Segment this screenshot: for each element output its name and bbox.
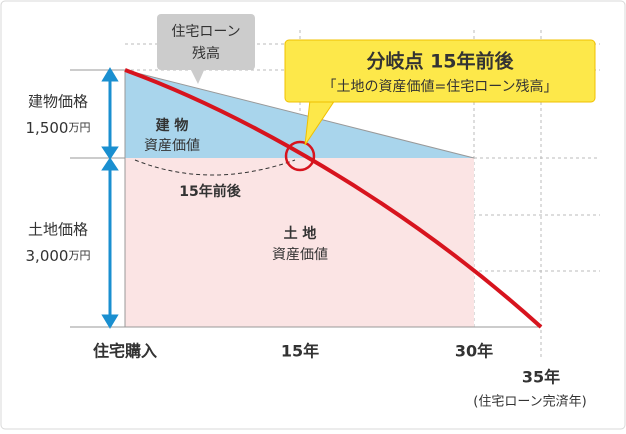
break-title: 分岐点 15年前後 xyxy=(366,50,514,73)
curve-label: 15年前後 xyxy=(179,183,241,200)
label: 1,500万円 xyxy=(26,119,91,137)
loan-curve xyxy=(124,68,543,329)
loan-callout xyxy=(157,14,255,70)
dashed-curve xyxy=(134,159,296,176)
building-edge xyxy=(124,69,475,159)
x-label: 35年 xyxy=(522,368,560,387)
arrows xyxy=(101,67,119,329)
area-label: 資産価値 xyxy=(144,138,200,154)
x-note: (住宅ローン完済年) xyxy=(473,394,587,410)
callout-text: 住宅ローン xyxy=(171,24,240,40)
area-label: 資産価値 xyxy=(272,247,328,263)
x-label: 住宅購入 xyxy=(93,342,157,361)
area-label: 建 物 xyxy=(156,117,189,134)
break-circle xyxy=(284,140,316,172)
label: 3,000万円 xyxy=(26,247,91,265)
label: 建物価格 xyxy=(28,93,88,111)
land-area xyxy=(125,158,474,327)
x-label: 15年 xyxy=(281,342,319,361)
callout-text: 残高 xyxy=(192,45,220,62)
label: 土地価格 xyxy=(28,221,88,239)
break-callout xyxy=(284,39,596,103)
callout-tail xyxy=(190,68,205,84)
break-subtitle: 「土地の資産価値=住宅ローン残高」 xyxy=(322,78,557,95)
area-label: 土 地 xyxy=(284,225,317,242)
x-label: 30年 xyxy=(455,342,493,361)
